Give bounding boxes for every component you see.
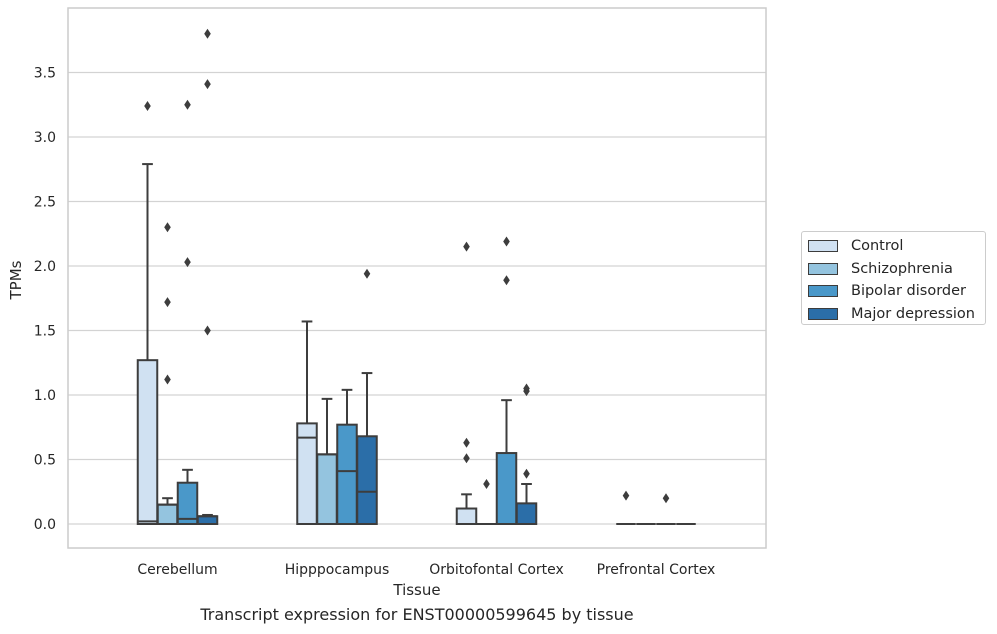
- box-plot-marks: [136, 28, 696, 526]
- y-axis-label: TPMs: [7, 260, 25, 300]
- legend-item: Schizophrenia: [808, 258, 985, 281]
- outlier-point: [184, 99, 191, 110]
- box-iqr: [455, 507, 478, 525]
- x-tick-label: Prefrontal Cortex: [597, 562, 716, 578]
- plot-frame: [67, 7, 767, 549]
- box-control: [136, 101, 159, 526]
- legend-label: Control: [851, 238, 904, 255]
- outlier-point: [204, 28, 211, 39]
- legend-item: Control: [808, 235, 985, 258]
- y-tick-label: 2.0: [34, 259, 56, 275]
- x-tick-label: Orbitofontal Cortex: [429, 562, 564, 578]
- box-iqr: [136, 359, 159, 526]
- box-iqr: [156, 503, 179, 525]
- legend: Control Schizophrenia Bipolar disorder Majo…: [801, 231, 986, 325]
- y-tick-label: 2.5: [34, 195, 56, 211]
- box-schizophrenia: [156, 222, 179, 525]
- box-iqr: [495, 452, 518, 525]
- legend-item: Bipolar disorder: [808, 280, 985, 303]
- x-tick-labels: Cerebellum Hipppocampus Orbitofontal Corte…: [137, 562, 715, 578]
- outlier-point: [204, 325, 211, 336]
- x-axis-label: Tissue: [392, 581, 440, 599]
- box-major-depression: [196, 28, 219, 526]
- outlier-point: [144, 101, 151, 112]
- legend-label: Bipolar disorder: [851, 283, 966, 300]
- y-tick-labels: 0.0 0.5 1.0 1.5 2.0 2.5 3.0 3.5: [34, 66, 56, 534]
- box-bipolar-disorder: [495, 236, 518, 525]
- legend-swatch: [808, 262, 838, 275]
- box-control: [455, 241, 478, 525]
- outlier-point: [622, 490, 630, 501]
- box-control: [616, 490, 636, 525]
- box-schizophrenia: [476, 479, 497, 525]
- outlier-point: [503, 275, 510, 286]
- x-tick-label: Hipppocampus: [285, 562, 390, 578]
- box-bipolar-disorder: [176, 99, 199, 525]
- outlier-point: [164, 374, 171, 385]
- outlier-point: [204, 79, 211, 90]
- y-gridlines: [68, 71, 766, 525]
- box-iqr: [316, 453, 338, 525]
- box-iqr: [336, 423, 358, 526]
- legend-swatch: [808, 285, 838, 298]
- x-tick-label: Cerebellum: [137, 562, 217, 578]
- outlier-point: [662, 493, 670, 504]
- outlier-point: [483, 479, 490, 490]
- chart-caption: Transcript expression for ENST0000059964…: [200, 605, 634, 624]
- legend-label: Major depression: [851, 305, 975, 322]
- y-tick-label: 0.0: [34, 517, 56, 533]
- box-bipolar-disorder: [656, 493, 676, 525]
- box-iqr: [196, 515, 219, 526]
- legend-swatch: [808, 307, 838, 320]
- y-tick-label: 1.5: [34, 324, 56, 340]
- outlier-point: [463, 241, 470, 252]
- outlier-point: [463, 453, 470, 464]
- legend-item: Major depression: [808, 303, 985, 326]
- outlier-point: [503, 236, 510, 247]
- y-tick-label: 3.5: [34, 66, 56, 82]
- box-major-depression: [515, 383, 538, 525]
- box-bipolar-disorder: [336, 388, 358, 526]
- box-iqr: [176, 481, 199, 525]
- outlier-point: [184, 257, 191, 268]
- outlier-point: [164, 222, 171, 233]
- y-tick-label: 3.0: [34, 130, 56, 146]
- box-schizophrenia: [316, 397, 338, 525]
- box-control: [296, 320, 318, 526]
- y-tick-label: 0.5: [34, 453, 56, 469]
- legend-swatch: [808, 240, 838, 253]
- box-major-depression: [356, 268, 378, 525]
- outlier-point: [523, 383, 530, 394]
- outlier-point: [463, 437, 470, 448]
- outlier-point: [363, 268, 371, 279]
- y-tick-label: 1.0: [34, 388, 56, 404]
- outlier-point: [523, 468, 530, 479]
- legend-label: Schizophrenia: [851, 260, 953, 277]
- outlier-point: [164, 297, 171, 308]
- box-iqr: [515, 502, 538, 525]
- box-iqr: [356, 435, 378, 525]
